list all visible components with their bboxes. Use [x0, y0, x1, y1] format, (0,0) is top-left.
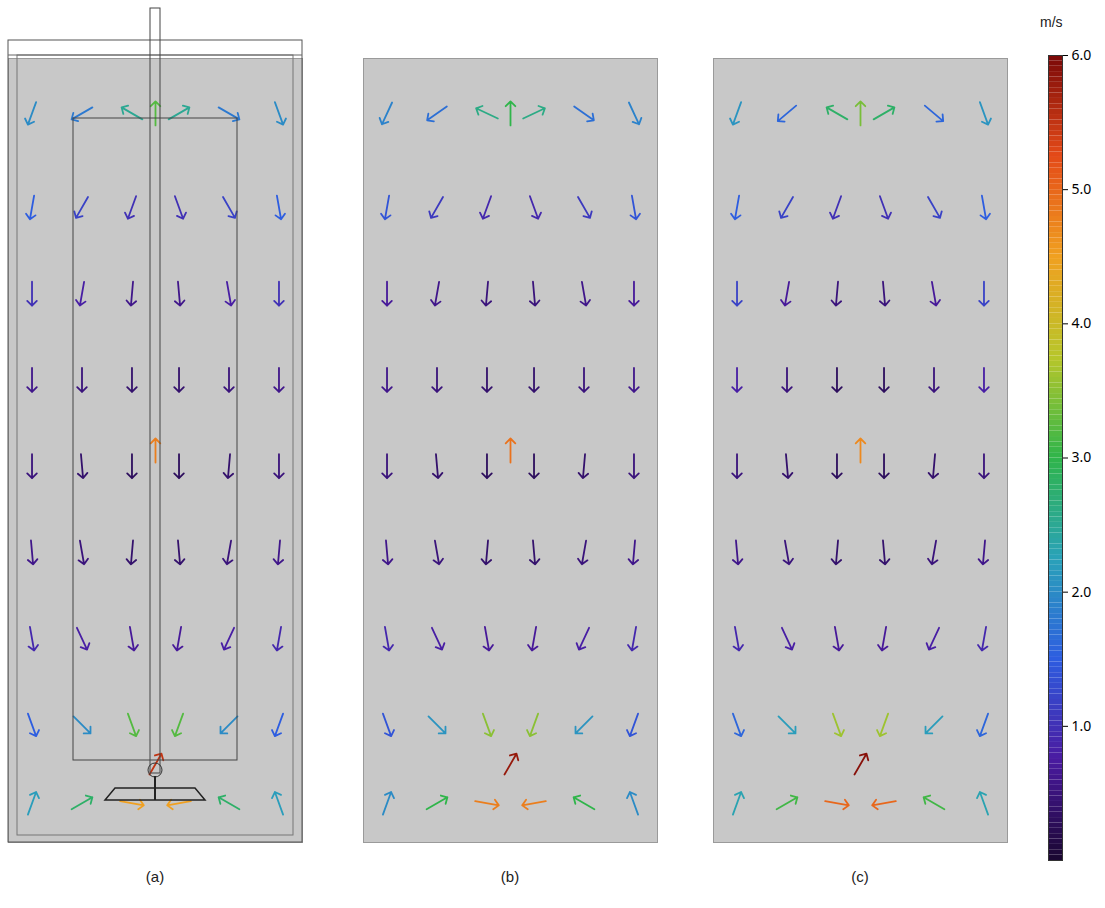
- html-text:(c): (c): [851, 868, 869, 885]
- svg-text:2.0: 2.0: [1072, 582, 1092, 601]
- svg-text:4.0: 4.0: [1072, 313, 1092, 332]
- svg-text:5.0: 5.0: [1072, 179, 1092, 198]
- html-text:(a): (a): [145, 868, 165, 885]
- svg-text:6.0: 6.0: [1072, 45, 1092, 64]
- svg-text:1.0: 1.0: [1072, 716, 1092, 735]
- html-text:(b): (b): [500, 868, 520, 885]
- svg-text:3.0: 3.0: [1072, 447, 1092, 466]
- html-text:m/s: m/s: [1040, 14, 1063, 30]
